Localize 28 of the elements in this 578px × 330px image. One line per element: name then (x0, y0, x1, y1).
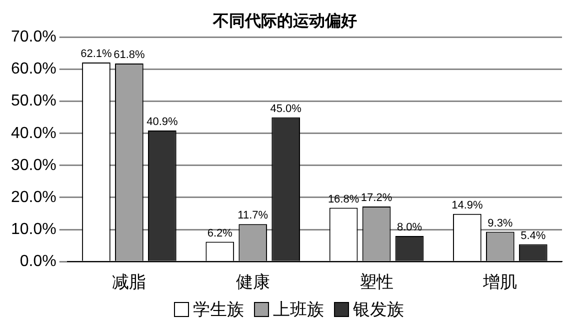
text: 学生族 (193, 298, 244, 320)
legend-label: 上班族 (273, 298, 324, 320)
y-tick-label: 20.0% (10, 188, 56, 206)
data-label: 6.2% (207, 227, 233, 240)
data-label: 14.9% (452, 199, 484, 212)
y-tick-label: 60.0% (10, 60, 56, 78)
data-label: 62.1% (80, 48, 112, 60)
y-tick-label: 40.0% (10, 124, 56, 142)
y-tick-label: 70.0% (10, 28, 56, 46)
chart-title: 不同代际的运动偏好 (212, 12, 357, 30)
data-label: 40.9% (146, 116, 178, 128)
y-tick-label: 10.0% (10, 220, 56, 238)
data-label: 61.8% (114, 49, 146, 62)
data-label: 8.0% (396, 221, 422, 234)
y-tick-label: 30.0% (10, 156, 56, 174)
x-tick-label: 塑性 (360, 272, 394, 292)
x-tick-label: 增肌 (482, 272, 518, 292)
data-label: 45.0% (270, 102, 302, 115)
data-label: 9.3% (488, 217, 513, 230)
x-tick-label: 健康 (236, 272, 270, 292)
data-label: 5.4% (520, 230, 546, 242)
y-tick-label: 50.0% (10, 92, 56, 110)
legend-label: 银发族 (353, 298, 404, 320)
data-label: 17.2% (360, 192, 392, 204)
y-tick-label: 0.0% (20, 253, 56, 270)
data-label: 16.8% (328, 193, 360, 206)
data-label: 11.7% (238, 210, 268, 222)
x-tick-label: 减脂 (112, 272, 146, 292)
